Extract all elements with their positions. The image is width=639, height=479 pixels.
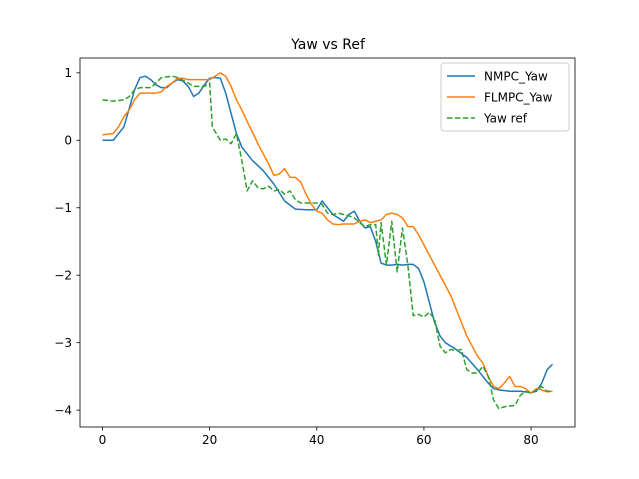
- x-tick-label: 20: [202, 433, 217, 447]
- x-tick-label: 0: [99, 433, 107, 447]
- legend-label: NMPC_Yaw: [484, 69, 548, 83]
- series-line-flmpc-yaw: [102, 72, 553, 395]
- legend-label: Yaw ref: [483, 111, 528, 125]
- y-tick-label: −2: [54, 268, 72, 282]
- x-tick-label: 80: [523, 433, 538, 447]
- x-tick-label: 60: [416, 433, 431, 447]
- legend-label: FLMPC_Yaw: [484, 90, 553, 104]
- chart-title: Yaw vs Ref: [290, 37, 366, 53]
- y-tick-label: −1: [54, 201, 72, 215]
- series-line-yaw-ref: [102, 75, 553, 410]
- y-tick-label: 0: [64, 133, 72, 147]
- legend: NMPC_Yaw FLMPC_Yaw Yaw ref: [440, 62, 570, 132]
- x-axis: 0 20 40 60 80: [99, 427, 539, 447]
- axes-frame: [79, 57, 576, 428]
- series-line-nmpc-yaw: [102, 75, 554, 394]
- y-axis: 1 0 −1 −2 −3 −4: [54, 66, 80, 417]
- y-tick-label: −4: [54, 403, 72, 417]
- legend-box: [440, 62, 570, 132]
- plot-lines: [102, 72, 554, 410]
- y-tick-label: −3: [54, 336, 72, 350]
- x-tick-label: 40: [309, 433, 324, 447]
- y-tick-label: 1: [64, 66, 72, 80]
